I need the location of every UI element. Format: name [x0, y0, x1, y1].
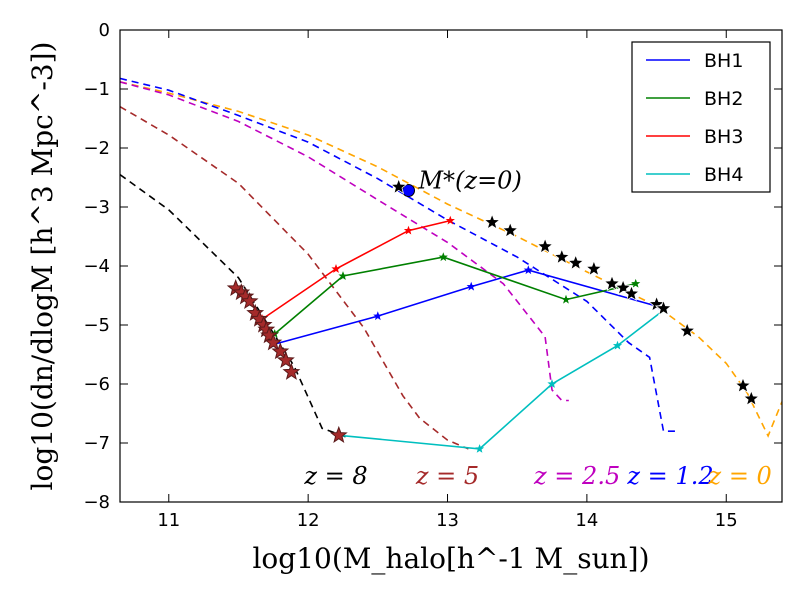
redshift-label-3: z = 1.2	[626, 462, 713, 490]
legend-box	[631, 41, 771, 193]
legend-label-bh2: BH2	[704, 88, 743, 110]
black-star-3	[536, 237, 554, 254]
redshift-label-4: z = 0	[708, 462, 772, 490]
series-point-bh1-1	[373, 311, 383, 321]
brown-star-12	[282, 362, 301, 380]
y-tick-label-1: −1	[83, 79, 110, 100]
series-point-bh3-1	[331, 264, 341, 273]
x-tick-label-3: 14	[575, 510, 598, 531]
mass-function-curve-0	[120, 81, 782, 438]
y-tick-label-3: −3	[83, 197, 110, 218]
redshift-label-2: z = 2.5	[533, 462, 620, 490]
series-point-bh2-4	[631, 278, 641, 288]
brown-star-11	[276, 351, 295, 369]
black-star-4	[553, 247, 571, 265]
brown-star-3	[240, 292, 259, 310]
black-star-2	[501, 221, 519, 239]
black-star-13	[734, 376, 752, 394]
black-star-0	[390, 177, 408, 195]
mass-function-curve-2	[120, 81, 569, 402]
brown-star-10	[271, 342, 290, 360]
series-point-bh1-3	[523, 265, 534, 275]
series-point-bh3-3	[445, 215, 455, 225]
bh-series-lines	[257, 215, 669, 453]
x-axis-title: log10(M_halo[h^-1 M_sun])	[252, 542, 649, 575]
y-tick-label-6: −6	[83, 374, 110, 395]
x-tick-label-4: 15	[715, 510, 738, 531]
x-tick-label-1: 12	[297, 510, 320, 531]
series-point-bh4-2	[547, 379, 557, 388]
x-tick-label-2: 13	[436, 510, 459, 531]
brown-star-13	[329, 425, 348, 443]
x-tick-label-0: 11	[157, 510, 180, 531]
y-axis-title: log10(dn/dlogM [h^3 Mpc^-3])	[26, 42, 59, 491]
star-markers	[226, 177, 760, 443]
black-star-7	[603, 274, 621, 292]
y-tick-label-5: −5	[83, 315, 110, 336]
y-tick-label-0: 0	[99, 20, 110, 41]
mass-function-curve-1	[120, 77, 678, 433]
chart-text: log10(M_halo[h^-1 M_sun]) log10(dn/dlogM …	[26, 42, 772, 575]
legend-label-bh4: BH4	[704, 164, 743, 186]
black-star-1	[483, 213, 501, 230]
black-star-6	[585, 259, 603, 277]
black-star-11	[654, 299, 673, 316]
series-point-bh2-2	[438, 252, 448, 262]
black-star-14	[742, 389, 760, 407]
legend-label-bh3: BH3	[704, 126, 743, 148]
black-star-12	[678, 321, 696, 339]
black-star-9	[622, 284, 641, 302]
redshift-label-1: z = 5	[415, 462, 479, 490]
axis-ticks: 11 12 13 14 15 0 −1 −2 −3 −4 −5 −6 −7 −8	[83, 20, 783, 531]
series-point-bh4-3	[612, 340, 623, 350]
redshift-label-0: z = 8	[303, 462, 367, 490]
brown-star-9	[264, 333, 283, 351]
brown-star-8	[260, 326, 279, 344]
series-point-bh1-2	[466, 281, 476, 291]
black-star-10	[647, 295, 666, 312]
y-tick-label-4: −4	[83, 256, 110, 277]
series-point-bh4-1	[474, 444, 485, 453]
legend: BH1 BH2 BH3 BH4	[631, 41, 771, 193]
legend-label-bh1: BH1	[704, 50, 743, 72]
black-star-5	[567, 253, 585, 271]
series-point-bh2-1	[338, 271, 348, 281]
y-tick-label-7: −7	[83, 433, 110, 454]
series-line-bh3	[261, 219, 451, 320]
mass-function-curve-3	[120, 106, 469, 450]
series-point-bh3-2	[403, 225, 414, 235]
y-tick-label-2: −2	[83, 138, 110, 159]
black-star-8	[614, 278, 632, 296]
mstar-annotation: M*(z=0)	[417, 166, 521, 194]
series-point-bh2-3	[561, 294, 571, 304]
y-tick-label-8: −8	[83, 492, 110, 513]
